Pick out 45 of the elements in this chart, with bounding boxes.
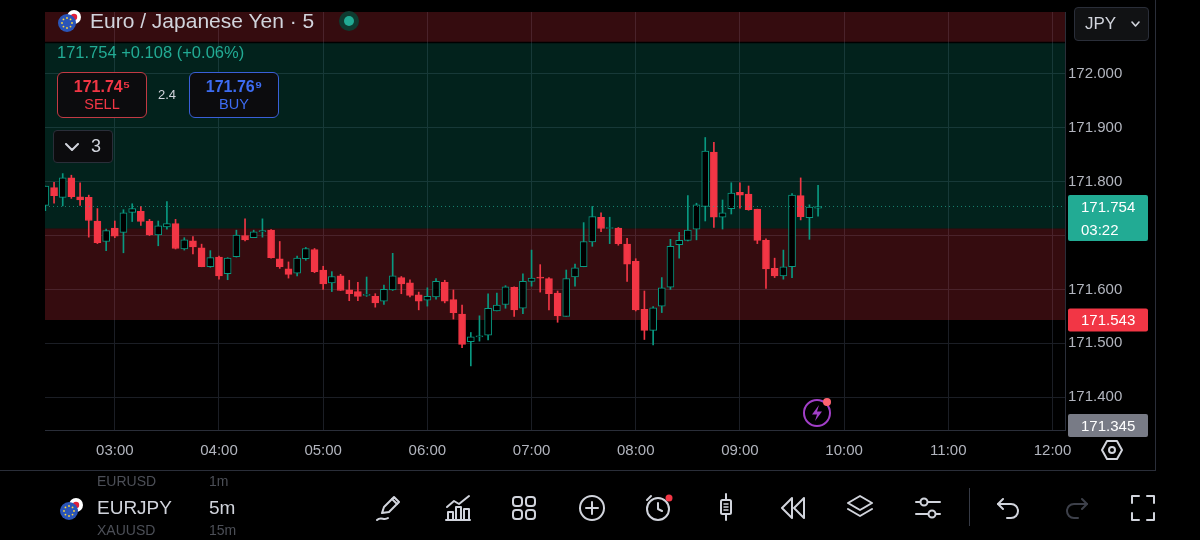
annotation: SELL [84, 95, 120, 114]
annotation: BUY [219, 95, 249, 114]
x-tick-label: 06:00 [408, 441, 447, 459]
candlestick [684, 195, 692, 242]
x-tick-label: 08:00 [616, 441, 655, 459]
candlestick [128, 203, 137, 222]
annotation: 171.74⁵ [73, 76, 131, 96]
candlestick [466, 332, 475, 367]
x-tick-label: 12:00 [1033, 441, 1072, 459]
text: 171.754 +0.108 (+0.06%) [57, 43, 245, 62]
text: XAUUSD [97, 522, 156, 538]
x-tick-label: 03:00 [96, 441, 134, 459]
y-tick-label: 171.400 [1067, 387, 1123, 405]
candlestick [163, 201, 171, 230]
currency-dropdown: JPY [1074, 7, 1149, 41]
band-label: 171.543 [1081, 311, 1136, 329]
text: 15m [209, 522, 237, 538]
annotation: 2.4 [158, 87, 177, 102]
buy-button: 171.76⁹ BUY [189, 72, 279, 118]
text: EURJPY [97, 497, 172, 519]
text: 5m [209, 497, 236, 519]
collapse-button: 3 [53, 130, 113, 163]
x-tick-label: 07:00 [512, 441, 551, 459]
x-tick-label: 05:00 [304, 441, 342, 459]
candlestick [675, 231, 684, 259]
y-tick-label: 171.900 [1067, 117, 1123, 135]
x-tick-label: 04:00 [200, 441, 238, 459]
x-tick-label: 11:00 [930, 441, 967, 459]
sell-button: 171.74⁵ SELL [57, 72, 147, 118]
x-tick-label: 10:00 [825, 441, 863, 459]
y-tick-label: 171.600 [1067, 279, 1123, 297]
annotation: 3 [90, 135, 101, 158]
candlestick [814, 185, 822, 217]
text: 1m [209, 473, 229, 489]
y-tick-label: 171.800 [1067, 171, 1123, 189]
chart-title: Euro / Japanese Yen · 5 [90, 9, 315, 33]
ref-line-label: 171.754 03:22 [1081, 197, 1136, 238]
y-tick-label: 171.500 [1067, 333, 1123, 351]
x-tick-label: 09:00 [721, 441, 759, 459]
candlestick [76, 182, 84, 206]
annotation: 171.76⁹ [205, 76, 263, 96]
candlestick [536, 264, 545, 293]
price-tag: 171.345 [1068, 414, 1148, 437]
y-tick-label: 172.000 [1067, 64, 1123, 82]
text: EURUSD [97, 473, 157, 489]
